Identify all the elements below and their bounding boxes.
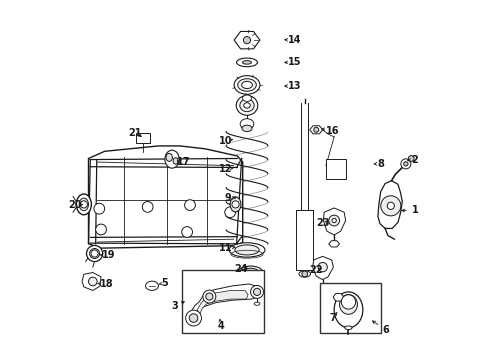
Text: 15: 15 — [287, 57, 301, 67]
Polygon shape — [377, 181, 402, 228]
Circle shape — [91, 250, 98, 257]
Circle shape — [184, 200, 195, 211]
FancyBboxPatch shape — [182, 270, 264, 333]
Ellipse shape — [333, 292, 362, 328]
Text: 2: 2 — [410, 155, 417, 165]
Ellipse shape — [228, 243, 264, 257]
Circle shape — [80, 201, 87, 208]
Circle shape — [185, 310, 201, 326]
Polygon shape — [332, 293, 343, 301]
Ellipse shape — [242, 95, 251, 102]
Circle shape — [142, 202, 153, 212]
Ellipse shape — [244, 103, 250, 108]
Polygon shape — [309, 126, 322, 134]
Circle shape — [88, 277, 97, 286]
Text: 6: 6 — [382, 325, 389, 335]
Ellipse shape — [236, 33, 257, 48]
Ellipse shape — [89, 248, 100, 258]
Circle shape — [400, 159, 410, 169]
Circle shape — [253, 288, 260, 296]
Circle shape — [205, 293, 212, 300]
Circle shape — [313, 127, 318, 132]
Ellipse shape — [164, 150, 179, 168]
Circle shape — [407, 156, 413, 161]
Ellipse shape — [165, 153, 172, 161]
Text: 19: 19 — [102, 250, 115, 260]
Text: 1: 1 — [410, 206, 417, 216]
FancyBboxPatch shape — [296, 211, 313, 270]
Text: 7: 7 — [328, 313, 335, 323]
Circle shape — [96, 224, 106, 235]
Ellipse shape — [236, 95, 257, 115]
Ellipse shape — [239, 99, 254, 112]
Polygon shape — [197, 291, 247, 315]
Ellipse shape — [243, 268, 258, 275]
Ellipse shape — [173, 158, 178, 164]
Circle shape — [182, 226, 192, 237]
Ellipse shape — [234, 245, 259, 255]
Circle shape — [386, 202, 394, 210]
Polygon shape — [88, 146, 242, 248]
Ellipse shape — [339, 294, 357, 314]
Circle shape — [250, 285, 263, 298]
Text: 13: 13 — [287, 81, 301, 91]
Polygon shape — [145, 281, 158, 291]
FancyBboxPatch shape — [325, 159, 346, 179]
Ellipse shape — [234, 76, 260, 94]
Polygon shape — [312, 256, 333, 280]
Ellipse shape — [242, 125, 251, 132]
Circle shape — [331, 219, 336, 223]
Polygon shape — [323, 208, 345, 235]
Text: 4: 4 — [217, 321, 224, 331]
FancyBboxPatch shape — [319, 283, 380, 333]
Ellipse shape — [344, 326, 351, 329]
Text: 21: 21 — [128, 128, 142, 138]
Ellipse shape — [230, 197, 241, 212]
Text: 17: 17 — [177, 157, 190, 167]
Circle shape — [203, 290, 215, 303]
Polygon shape — [82, 273, 101, 291]
Text: 18: 18 — [100, 279, 113, 289]
Ellipse shape — [236, 58, 257, 67]
Ellipse shape — [242, 60, 251, 64]
Circle shape — [317, 262, 326, 272]
Text: 14: 14 — [287, 35, 301, 45]
Polygon shape — [328, 241, 339, 247]
Ellipse shape — [237, 79, 256, 91]
Text: 8: 8 — [377, 159, 384, 169]
Text: 22: 22 — [309, 265, 322, 275]
Ellipse shape — [79, 198, 88, 211]
Circle shape — [328, 215, 339, 226]
Text: 12: 12 — [219, 164, 232, 174]
Polygon shape — [188, 284, 260, 324]
Ellipse shape — [239, 266, 262, 277]
Circle shape — [380, 196, 400, 216]
Circle shape — [243, 37, 250, 44]
Ellipse shape — [86, 246, 102, 262]
Circle shape — [341, 295, 355, 309]
Circle shape — [403, 162, 407, 166]
Text: 11: 11 — [219, 243, 232, 253]
Text: 10: 10 — [219, 136, 232, 145]
Ellipse shape — [241, 81, 252, 89]
Text: 20: 20 — [68, 200, 82, 210]
Text: 9: 9 — [224, 193, 231, 203]
Circle shape — [301, 271, 307, 277]
Circle shape — [94, 203, 104, 214]
Ellipse shape — [298, 271, 310, 277]
Text: 3: 3 — [171, 301, 178, 311]
Ellipse shape — [76, 194, 91, 215]
Ellipse shape — [254, 302, 260, 305]
Text: 5: 5 — [161, 278, 168, 288]
Text: 23: 23 — [316, 218, 329, 228]
Polygon shape — [234, 31, 260, 49]
FancyBboxPatch shape — [136, 133, 149, 143]
Circle shape — [224, 207, 235, 218]
Ellipse shape — [240, 119, 253, 130]
Circle shape — [231, 201, 239, 208]
Circle shape — [189, 314, 198, 322]
Text: 16: 16 — [325, 126, 338, 135]
Text: 24: 24 — [234, 264, 247, 274]
